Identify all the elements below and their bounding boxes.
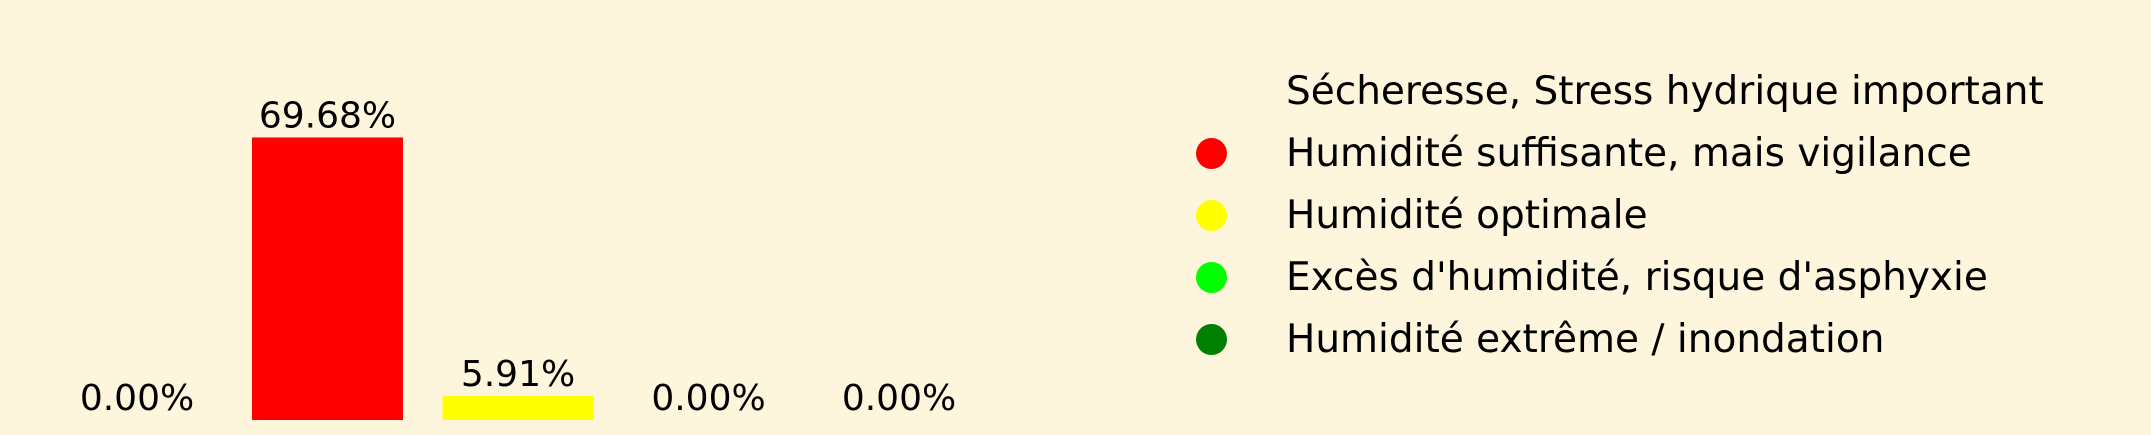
- data-label: 0.00%: [80, 378, 194, 419]
- data-label: 0.00%: [842, 378, 956, 419]
- data-label: 69.68%: [259, 95, 396, 136]
- bar-chart: 0.00% 69.68% 5.91% 0.00% 0.00%: [80, 95, 956, 420]
- data-label: 0.00%: [651, 378, 765, 419]
- legend-marker: [1196, 137, 1227, 169]
- legend-marker: [1196, 261, 1227, 293]
- legend-marker: [1196, 323, 1227, 355]
- legend-marker: [1196, 75, 1227, 107]
- legend-label: Humidité suffisante, mais vigilance: [1286, 130, 1972, 176]
- legend-marker: [1196, 199, 1227, 231]
- legend-label: Sécheresse, Stress hydrique important: [1286, 68, 2044, 114]
- data-label: 5.91%: [461, 354, 575, 395]
- legend-label: Humidité optimale: [1286, 192, 1648, 238]
- bar: [442, 396, 594, 420]
- legend-label: Humidité extrême / inondation: [1286, 316, 1885, 362]
- bar: [252, 137, 403, 420]
- legend-label: Excès d'humidité, risque d'asphyxie: [1286, 254, 1988, 300]
